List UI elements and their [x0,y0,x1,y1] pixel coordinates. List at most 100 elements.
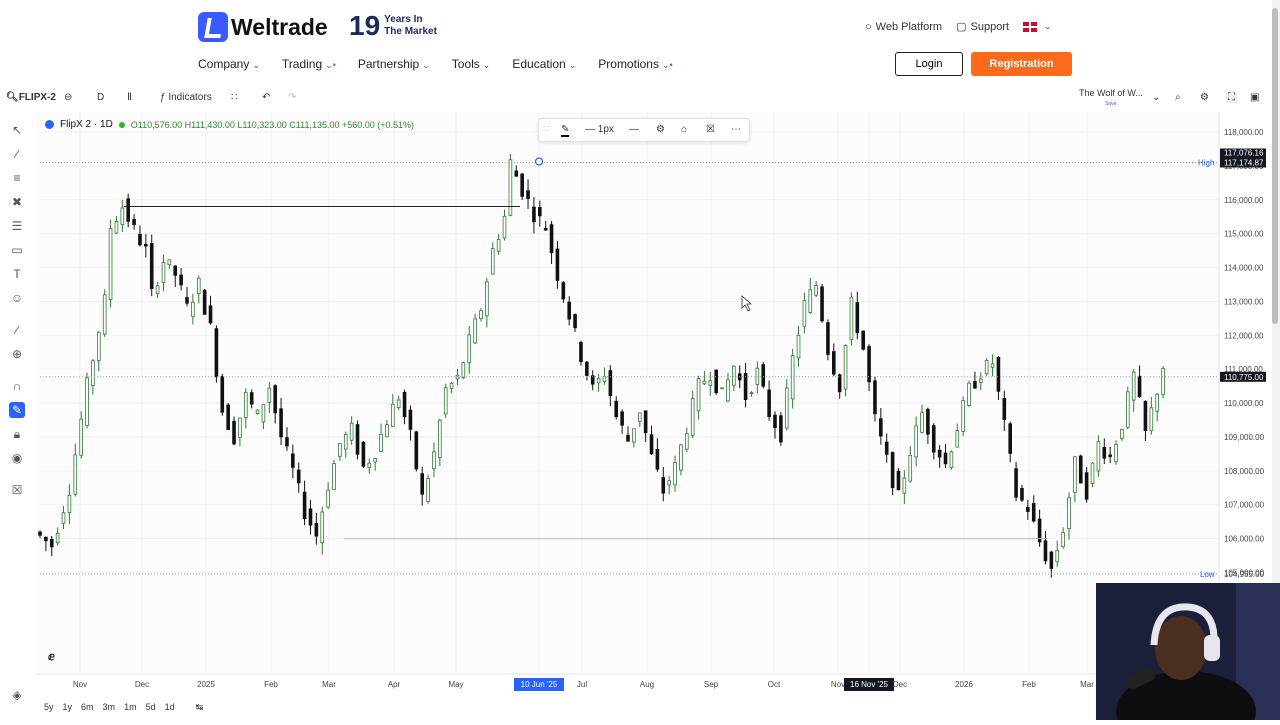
candle-body [702,380,707,385]
candle-body [585,361,589,376]
undo-icon[interactable]: ↶ [262,92,271,103]
camera-icon[interactable]: ▣ [1250,92,1260,103]
zoom-icon[interactable]: ⊕ [11,347,23,361]
goto-date-icon[interactable]: ↹ [195,702,204,712]
nav-partnership[interactable]: Partnership ⌄ [358,57,430,71]
candle-body [955,430,960,448]
fullscreen-icon[interactable]: ⛶ [1226,92,1237,103]
horizontal-lines-icon[interactable]: ≡ [13,171,21,185]
language-selector[interactable]: ⌄ [1023,21,1052,32]
nav-tools[interactable]: Tools ⌄ [452,57,491,71]
price-chart[interactable]: 118,000.00117,000.00116,000.00115,000.00… [36,112,1270,720]
page-scrollbar-thumb[interactable] [1272,8,1278,324]
candle-body [902,477,907,494]
candle-body [49,538,54,548]
candle-body [626,434,630,442]
line-width-selector[interactable]: — 1px [585,124,614,135]
drag-handle-icon[interactable]: ∷ [543,124,550,135]
candle-body [773,414,777,429]
symbol-logo-icon [45,120,54,129]
rectangle-icon[interactable]: ▭ [11,243,23,257]
text-icon[interactable]: T [13,267,21,281]
nav-promotions-label: Promotions [598,57,659,71]
registration-button[interactable]: Registration [971,52,1072,76]
candle-body [291,453,295,468]
fib-retracement-icon[interactable]: ☰ [11,219,23,233]
indicators-button[interactable]: ƒ Indicators [160,92,212,103]
candle-body [867,346,871,383]
globe-icon: ○ [865,20,872,33]
unlock-icon[interactable]: ⌂ [681,124,688,135]
trend-line-icon[interactable]: ∕ [15,147,18,161]
range-5y[interactable]: 5y [44,702,54,712]
more-icon[interactable]: ⋯ [731,124,741,135]
range-1m[interactable]: 1m [124,702,137,712]
emoji-icon[interactable]: ☺ [10,291,24,305]
magnet-icon[interactable]: ∩ [12,379,22,393]
redo-icon[interactable]: ↷ [288,92,297,103]
nav-trading[interactable]: Trading ⌄• [282,57,336,71]
candle-body [308,508,313,526]
nav-promotions[interactable]: Promotions ⌄• [598,57,672,71]
pitchfork-icon[interactable]: ✖ [11,195,23,209]
candle-body [1026,507,1030,512]
range-3m[interactable]: 3m [102,702,116,712]
nav-company[interactable]: Company ⌄ [198,57,260,71]
quick-search-icon[interactable]: ⌕ [1175,92,1181,103]
chart-type-icon[interactable]: Ⅱ [127,92,132,103]
candle-body [884,441,889,455]
stay-in-drawing-mode-icon[interactable]: ✎ [9,402,25,418]
candle-body [814,285,818,296]
layers-icon[interactable]: ◈ [12,688,22,702]
chart-area[interactable]: 118,000.00117,000.00116,000.00115,000.00… [36,112,1270,720]
candle-body [802,300,807,327]
layout-name[interactable]: The Wolf of W... Save [1079,89,1143,109]
chevron-down-icon[interactable]: ⌄ [1152,92,1161,103]
time-tick-label: 2025 [197,680,215,689]
ruler-icon[interactable]: ∕ [15,323,18,337]
candle-body [984,359,989,375]
candle-body [1084,472,1089,500]
line-style-icon[interactable]: — [629,124,639,135]
candle-body [361,441,366,467]
settings-icon[interactable]: ⚙ [656,124,665,135]
range-6m[interactable]: 6m [81,702,94,712]
candle-body [408,409,413,430]
cursor-icon[interactable]: ↖ [11,123,23,137]
interval-selector[interactable]: D [97,92,105,103]
lock-icon[interactable]: 🔒︎ [13,427,21,441]
templates-icon[interactable]: ∷ [231,92,238,103]
range-5d[interactable]: 5d [145,702,156,712]
compare-symbol-icon[interactable]: ⊖ [64,92,73,103]
eye-icon[interactable]: ◉ [11,451,23,465]
candle-body [1114,444,1118,463]
support-link[interactable]: ▢ Support [956,20,1009,34]
range-1d[interactable]: 1d [164,702,175,712]
symbol-search[interactable]: 🔍︎FLIPX-2 [6,92,56,103]
candle-body [532,206,536,223]
page-scrollbar[interactable] [1272,0,1280,720]
range-1y[interactable]: 1y [62,702,73,712]
candle-body [590,375,595,385]
candle-body [879,418,883,437]
web-platform-link[interactable]: ○ Web Platform [865,21,942,33]
candle-body [185,297,189,304]
candle-body [990,363,995,368]
market-open-icon [118,121,125,128]
legend-ohlc: O110,576.00 H111,430.00 L110,323.00 C111… [130,119,415,130]
nav-education[interactable]: Education ⌄ [512,57,576,71]
price-tick-label: 108,000.00 [1224,467,1265,476]
time-tick-label: Mar [322,680,336,689]
settings-icon[interactable]: ⚙ [1200,92,1209,103]
trash-icon[interactable]: ☒ [706,124,715,135]
candle-body [138,233,142,246]
candle-body [390,403,395,427]
weltrade-logo[interactable]: Weltrade [198,12,328,42]
layout-save-label: Save [1105,101,1117,107]
candle-body [996,356,1001,392]
candle-body [161,262,166,283]
login-button[interactable]: Login [895,52,963,76]
trash-icon[interactable]: ☒ [11,483,23,497]
candle-body [514,170,519,177]
line-color-icon[interactable]: ✎ [561,124,570,137]
